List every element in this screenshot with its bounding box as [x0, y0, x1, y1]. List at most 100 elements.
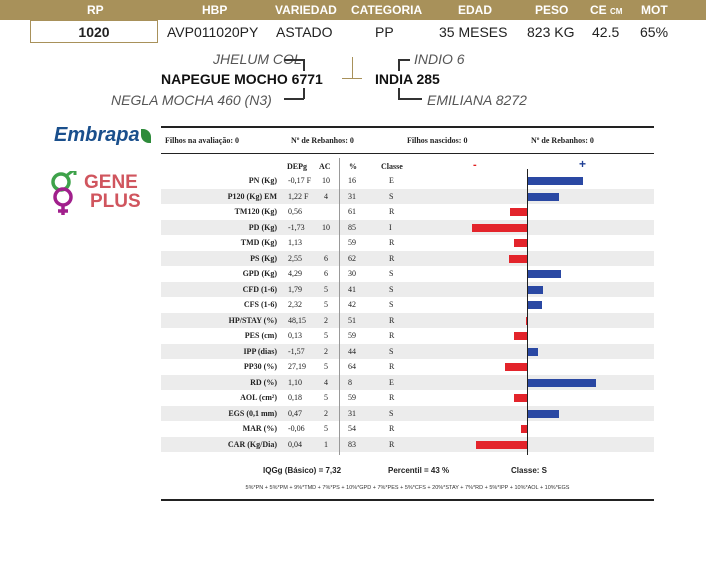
classe-value: S: [389, 300, 394, 309]
positive-bar: [528, 177, 583, 185]
depg-value: 0,18: [288, 393, 302, 402]
trait-name: MAR (%): [242, 424, 277, 433]
header-hbp: HBP: [202, 3, 228, 17]
trait-name: CAR (Kg/Dia): [227, 439, 277, 449]
negative-bar: [505, 363, 527, 371]
depg-value: 4,29: [288, 269, 302, 278]
classe-value: R: [389, 424, 395, 433]
pct-value: 59: [348, 238, 356, 247]
table-row: GPD (Kg) 4,29 6 30 S: [161, 266, 654, 282]
summary-rule: [161, 153, 654, 154]
table-bottom-rule: [161, 499, 654, 501]
connector: [303, 88, 305, 99]
percentil-value: Percentil = 43 %: [388, 466, 450, 475]
table-row: EGS (0,1 mm) 0,47 2 31 S: [161, 405, 654, 421]
table-row: IPP (dias) -1,57 2 44 S: [161, 343, 654, 359]
pct-value: 31: [348, 191, 356, 201]
dep-table: Filhos na avaliação: 0 Nº de Rebanhos: 0…: [161, 126, 654, 501]
depg-value: 2,32: [288, 300, 302, 309]
variedad-value: ASTADO: [276, 24, 333, 40]
column-separator: [339, 158, 340, 455]
table-row: CFD (1-6) 1,79 5 41 S: [161, 281, 654, 297]
classe-value: S: [389, 346, 394, 356]
header-variedad: VARIEDAD: [275, 3, 337, 17]
trait-name: TMD (Kg): [240, 238, 277, 247]
sire-dam: NEGLA MOCHA 460 (N3): [111, 92, 272, 108]
header-rp: RP: [87, 3, 104, 17]
ac-value: 4: [324, 191, 328, 201]
ac-value: 6: [324, 253, 328, 263]
trait-name: PES (cm): [244, 331, 277, 340]
header-ce: CE CM: [590, 3, 623, 17]
depg-value: 1,79: [288, 284, 302, 294]
table-row: TM120 (Kg) 0,56 61 R: [161, 204, 654, 220]
pct-value: 59: [348, 393, 356, 402]
table-row: TMD (Kg) 1,13 59 R: [161, 235, 654, 251]
table-row: CFS (1-6) 2,32 5 42 S: [161, 297, 654, 313]
pct-value: 51: [348, 315, 356, 325]
embrapa-logo: Embrapa: [54, 124, 151, 147]
zero-axis: [527, 169, 528, 455]
negative-bar: [510, 208, 527, 216]
pct-value: 62: [348, 253, 356, 263]
connector: [398, 88, 400, 99]
classe-value: S: [389, 408, 394, 418]
connector: [284, 98, 304, 100]
ac-value: 5: [324, 284, 328, 294]
table-row: PS (Kg) 2,55 6 62 R: [161, 250, 654, 266]
summary-rebanhos-1: Nº de Rebanhos: 0: [291, 136, 354, 145]
table-row: P120 (Kg) EM 1,22 F 4 31 S: [161, 188, 654, 204]
classe-value: I: [389, 222, 392, 232]
depg-value: 0,04: [288, 439, 302, 449]
positive-bar: [528, 301, 542, 309]
table-row: PP30 (%) 27,19 5 64 R: [161, 359, 654, 375]
negative-bar: [514, 239, 527, 247]
trait-name: PS (Kg): [250, 253, 277, 263]
classe-value: E: [389, 377, 394, 387]
pct-value: 30: [348, 269, 356, 278]
classe-value: R: [389, 207, 395, 216]
ac-value: 5: [324, 424, 328, 433]
classe-value: R: [389, 315, 395, 325]
classe-value: R: [389, 238, 395, 247]
header-edad: EDAD: [458, 3, 493, 17]
negative-bar: [476, 440, 527, 449]
col-classe: Classe: [381, 162, 403, 171]
trait-name: PD (Kg): [248, 222, 277, 232]
pct-value: 16: [348, 176, 356, 185]
ac-value: 2: [324, 315, 328, 325]
classe-value: E: [389, 176, 394, 185]
header-band: RP HBP VARIEDAD CATEGORIA EDAD PESO CE C…: [0, 0, 706, 20]
trait-name: PN (Kg): [248, 176, 277, 185]
header-peso: PESO: [535, 3, 569, 17]
ac-value: 4: [324, 377, 328, 387]
negative-bar: [472, 223, 527, 232]
dam: INDIA 285: [375, 71, 440, 87]
edad-value: 35 MESES: [439, 24, 508, 40]
dam-dam: EMILIANA 8272: [427, 92, 527, 108]
index-formula: 5%*PN + 5%*PM + 9%*TMD + 7%*PS + 10%*GPD…: [245, 485, 570, 491]
table-row: PES (cm) 0,13 5 59 R: [161, 328, 654, 344]
trait-name: P120 (Kg) EM: [227, 191, 277, 201]
iqgg-value: IQGg (Básico) = 7,32: [263, 466, 342, 475]
pct-value: 41: [348, 284, 356, 294]
pct-value: 83: [348, 439, 356, 449]
positive-bar: [528, 409, 559, 418]
summary-filhos-avaliacao: Filhos na avaliação: 0: [165, 136, 240, 145]
trait-name: IPP (dias): [243, 346, 277, 356]
pct-value: 61: [348, 207, 356, 216]
ac-value: 5: [324, 331, 328, 340]
connector: [303, 59, 305, 71]
ac-value: 10: [322, 222, 330, 232]
col-depg: DEPg: [287, 162, 307, 171]
trait-name: PP30 (%): [243, 362, 277, 371]
classe-value: R: [389, 362, 395, 371]
classe-value: R: [389, 331, 395, 340]
depg-value: -0,06: [288, 424, 305, 433]
geneplus-symbol-icon: [48, 167, 82, 222]
negative-bar: [526, 316, 527, 325]
table-row: PN (Kg) -0,17 F 10 16 E: [161, 173, 654, 189]
depg-value: 1,22 F: [288, 191, 309, 201]
pedigree-divider: [342, 78, 362, 79]
connector: [398, 59, 410, 61]
